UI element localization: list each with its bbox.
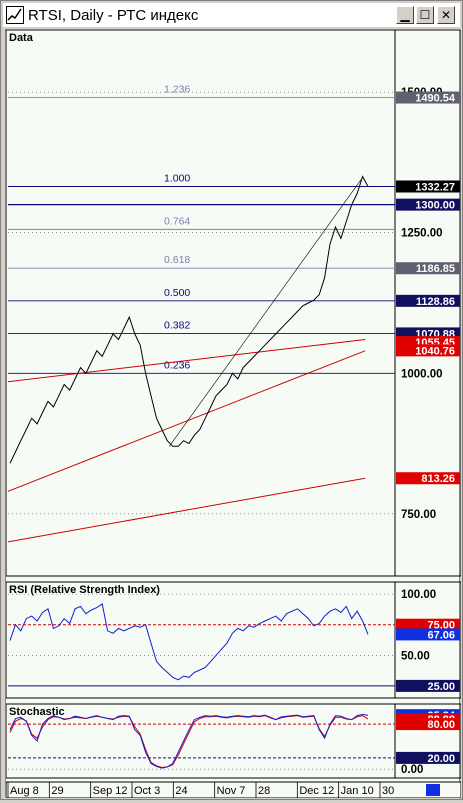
data-price-badge-label: 1300.00 <box>415 200 455 212</box>
stoch-price-badge <box>396 751 460 764</box>
fib-level-label: 1.236 <box>164 84 190 96</box>
data-y-tick-label: 1000.00 <box>401 368 443 380</box>
rsi-label: RSI (Relative Strength Index) <box>9 584 160 596</box>
data-price-badge-label: 1128.86 <box>416 296 455 308</box>
fib-level-label: 1.000 <box>164 172 190 184</box>
trend-line <box>7 477 366 543</box>
data-pane: Data1500.001250.001000.00750.001.2361.00… <box>5 29 462 577</box>
data-y-tick-label: 1250.00 <box>401 228 443 240</box>
close-icon[interactable]: ✕ <box>437 6 455 24</box>
rsi-y-tick-label: 100.00 <box>401 589 436 601</box>
data-frame <box>5 29 462 577</box>
rsi-price-badge <box>396 628 460 641</box>
fib-level-label: 0.764 <box>164 215 190 227</box>
data-price-badge-label: 1040.76 <box>415 345 455 357</box>
fib-level-label: 0.500 <box>164 287 190 299</box>
data-y-tick-label: 750.00 <box>401 509 436 521</box>
rsi-frame <box>5 581 462 699</box>
x-axis-tick-label: 24 <box>175 785 187 797</box>
rsi-pane: RSI (Relative Strength Index) 100.00 50.00… <box>5 581 462 699</box>
stoch-d-line <box>9 715 369 769</box>
stoch-k-line <box>9 713 369 769</box>
chart-app-icon <box>6 6 24 24</box>
x-axis-tick-label: 28 <box>258 785 270 797</box>
x-axis-tick-label: Sep 12 <box>93 785 128 797</box>
rsi-y-tick-label: 50.00 <box>401 650 430 662</box>
price-line <box>9 175 369 464</box>
maximize-icon[interactable]: ☐ <box>416 6 434 24</box>
stoch-price-badge <box>396 718 460 731</box>
chart-canvas[interactable]: Data1500.001250.001000.00750.001.2361.00… <box>5 29 462 799</box>
title-bar[interactable]: RTSI, Daily - РТС индекс ▁ ☐ ✕ <box>3 3 460 27</box>
rsi-price-badge <box>396 679 460 692</box>
scroll-end-icon[interactable] <box>426 784 440 796</box>
rsi-price-badge-label: 25.00 <box>427 681 455 693</box>
data-price-badge <box>396 262 460 275</box>
stoch-frame <box>5 703 462 779</box>
chart-area[interactable]: Data1500.001250.001000.00750.001.2361.00… <box>5 29 462 799</box>
data-price-badge <box>396 294 460 307</box>
stoch-price-badge-label: 20.00 <box>427 753 455 765</box>
window-title: RTSI, Daily - РТС индекс <box>28 6 199 24</box>
x-axis: Aug 8 29 Sep 12 Oct 3 24 Nov 7 28 Dec 12 Jan 10 3… <box>5 781 462 799</box>
data-price-badge-label: 813.26 <box>421 473 455 485</box>
stoch-y-tick-label: 0.00 <box>401 764 423 776</box>
x-axis-tick-label: Jan 10 <box>341 785 374 797</box>
rsi-price-badge-label: 67.06 <box>427 629 455 641</box>
trend-line <box>7 339 366 383</box>
data-price-badge <box>396 198 460 211</box>
data-price-badge-label: 1332.27 <box>415 181 455 193</box>
fib-level-label: 0.382 <box>164 319 190 331</box>
stoch-label: Stochastic <box>9 706 65 718</box>
fib-anchor-line <box>169 179 362 447</box>
data-price-badge-label: 1186.85 <box>416 263 455 275</box>
data-price-badge <box>396 180 460 193</box>
data-price-badge <box>396 344 460 357</box>
x-axis-tick-label: Aug 8 <box>10 785 39 797</box>
x-axis-tick-label: Dec 12 <box>299 785 334 797</box>
rsi-price-badge <box>396 618 460 631</box>
trend-line <box>7 350 366 492</box>
data-price-badge-label: 1490.54 <box>415 93 456 105</box>
x-axis-tick-label: 29 <box>51 785 63 797</box>
data-price-badge <box>396 472 460 485</box>
fib-level-label: 0.618 <box>164 254 190 266</box>
stoch-price-badge-label: 80.00 <box>427 719 455 731</box>
data-price-badge <box>396 91 460 104</box>
rsi-line <box>9 603 369 681</box>
minimize-icon[interactable]: ▁ <box>396 6 414 24</box>
x-axis-tick-label: 30 <box>382 785 394 797</box>
x-axis-tick-label: Oct 3 <box>134 785 160 797</box>
x-axis-tick-label: Nov 7 <box>217 785 246 797</box>
data-label: Data <box>9 32 34 44</box>
